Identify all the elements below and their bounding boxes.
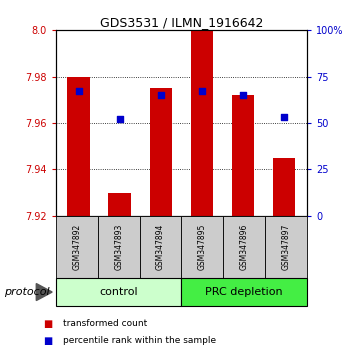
Bar	[140, 216, 181, 278]
Text: GSM347897: GSM347897	[282, 224, 291, 270]
Bar	[68, 76, 90, 216]
Bar	[223, 216, 265, 278]
Text: GSM347895: GSM347895	[198, 224, 207, 270]
Bar	[265, 216, 307, 278]
Point	[281, 115, 287, 120]
Text: GSM347893: GSM347893	[114, 224, 123, 270]
Text: transformed count: transformed count	[63, 319, 147, 329]
Text: control: control	[99, 287, 138, 297]
Bar	[56, 278, 181, 306]
Text: GSM347892: GSM347892	[72, 224, 81, 270]
Bar	[149, 88, 172, 216]
Bar	[232, 95, 255, 216]
Bar	[56, 216, 98, 278]
Text: GSM347894: GSM347894	[156, 224, 165, 270]
Bar	[181, 278, 307, 306]
Polygon shape	[36, 284, 52, 301]
Bar	[191, 30, 213, 216]
Bar	[181, 216, 223, 278]
Point	[76, 88, 82, 94]
Point	[199, 88, 205, 94]
Text: PRC depletion: PRC depletion	[205, 287, 283, 297]
Point	[158, 92, 164, 98]
Text: ■: ■	[43, 336, 53, 346]
Bar	[98, 216, 140, 278]
Bar	[273, 158, 295, 216]
Title: GDS3531 / ILMN_1916642: GDS3531 / ILMN_1916642	[100, 16, 263, 29]
Bar	[108, 193, 131, 216]
Text: protocol: protocol	[4, 287, 49, 297]
Text: ■: ■	[43, 319, 53, 329]
Point	[117, 116, 123, 122]
Text: percentile rank within the sample: percentile rank within the sample	[63, 336, 216, 345]
Point	[240, 92, 246, 98]
Text: GSM347896: GSM347896	[240, 224, 249, 270]
